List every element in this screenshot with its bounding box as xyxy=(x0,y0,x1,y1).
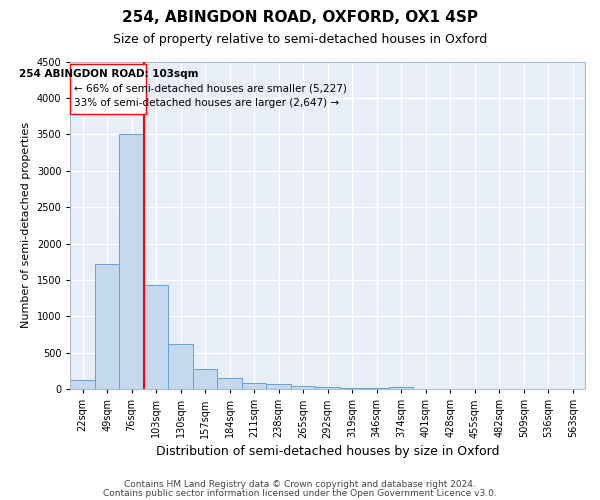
Bar xyxy=(144,285,169,389)
Bar xyxy=(291,386,316,389)
Bar xyxy=(266,384,291,389)
Text: Contains public sector information licensed under the Open Government Licence v3: Contains public sector information licen… xyxy=(103,488,497,498)
Bar xyxy=(169,344,193,389)
Text: Size of property relative to semi-detached houses in Oxford: Size of property relative to semi-detach… xyxy=(113,32,487,46)
Y-axis label: Number of semi-detached properties: Number of semi-detached properties xyxy=(21,122,31,328)
Text: Contains HM Land Registry data © Crown copyright and database right 2024.: Contains HM Land Registry data © Crown c… xyxy=(124,480,476,489)
Bar xyxy=(193,369,217,389)
Bar xyxy=(316,388,340,389)
Text: 254 ABINGDON ROAD: 103sqm: 254 ABINGDON ROAD: 103sqm xyxy=(19,68,198,78)
Bar xyxy=(242,382,266,389)
Bar xyxy=(364,388,389,389)
Bar xyxy=(340,388,364,389)
Text: 33% of semi-detached houses are larger (2,647) →: 33% of semi-detached houses are larger (… xyxy=(74,98,339,108)
Bar xyxy=(70,380,95,389)
Text: 254, ABINGDON ROAD, OXFORD, OX1 4SP: 254, ABINGDON ROAD, OXFORD, OX1 4SP xyxy=(122,10,478,25)
Bar xyxy=(119,134,144,389)
FancyBboxPatch shape xyxy=(70,64,146,114)
Text: ← 66% of semi-detached houses are smaller (5,227): ← 66% of semi-detached houses are smalle… xyxy=(74,84,347,94)
X-axis label: Distribution of semi-detached houses by size in Oxford: Distribution of semi-detached houses by … xyxy=(156,444,499,458)
Bar xyxy=(217,378,242,389)
Bar xyxy=(389,386,413,389)
Bar xyxy=(95,264,119,389)
